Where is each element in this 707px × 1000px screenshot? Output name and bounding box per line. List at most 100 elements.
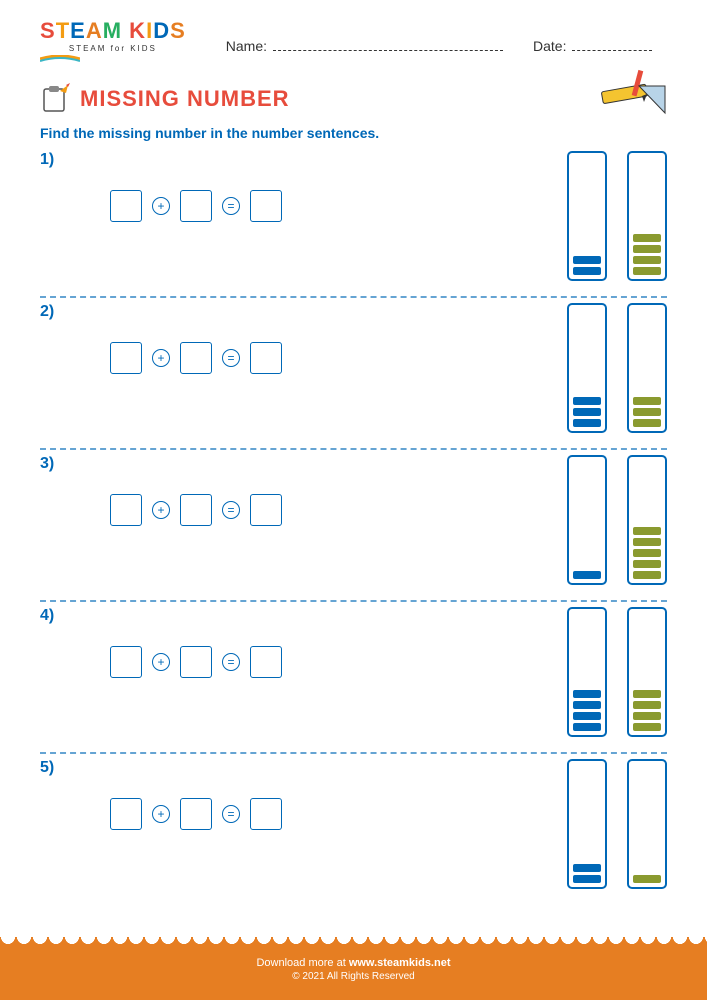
answer-box[interactable]: [250, 798, 282, 830]
worksheet-footer: Download more at www.steamkids.net © 202…: [0, 945, 707, 1000]
block-diagrams: [567, 303, 667, 433]
left-tower: [567, 151, 607, 281]
plus-operator: +: [152, 653, 170, 671]
equals-operator: =: [222, 501, 240, 519]
footer-url: www.steamkids.net: [349, 957, 451, 969]
answer-box[interactable]: [180, 494, 212, 526]
answer-box[interactable]: [250, 494, 282, 526]
block: [573, 690, 601, 698]
problem-number: 1): [40, 146, 70, 296]
answer-box[interactable]: [110, 494, 142, 526]
plus-operator: +: [152, 349, 170, 367]
block: [633, 701, 661, 709]
block: [633, 875, 661, 883]
date-label: Date:: [533, 38, 566, 54]
block: [633, 408, 661, 416]
block: [633, 245, 661, 253]
block: [633, 527, 661, 535]
block: [573, 712, 601, 720]
answer-box[interactable]: [250, 342, 282, 374]
block: [573, 408, 601, 416]
right-tower: [627, 607, 667, 737]
answer-box[interactable]: [180, 646, 212, 678]
block: [633, 538, 661, 546]
problem-row: 5)+=: [40, 754, 667, 904]
plus-operator: +: [152, 805, 170, 823]
problem-row: 4)+=: [40, 602, 667, 752]
block: [573, 267, 601, 275]
block-diagrams: [567, 151, 667, 281]
block: [573, 723, 601, 731]
title-row: MISSING NUMBER: [0, 73, 707, 120]
logo: STEAM KIDS STEAM for KIDS: [40, 20, 186, 63]
answer-box[interactable]: [250, 190, 282, 222]
answer-box[interactable]: [110, 646, 142, 678]
block: [633, 397, 661, 405]
equals-operator: =: [222, 197, 240, 215]
equals-operator: =: [222, 653, 240, 671]
equation: +=: [110, 490, 282, 530]
date-field: Date:: [533, 38, 652, 54]
name-label: Name:: [226, 38, 267, 54]
equation: +=: [110, 338, 282, 378]
right-tower: [627, 151, 667, 281]
plus-operator: +: [152, 501, 170, 519]
block: [573, 875, 601, 883]
block: [573, 701, 601, 709]
right-tower: [627, 759, 667, 889]
block: [633, 712, 661, 720]
worksheet-header: STEAM KIDS STEAM for KIDS Name: Date:: [0, 0, 707, 73]
equation: +=: [110, 186, 282, 226]
equation: +=: [110, 794, 282, 834]
plus-operator: +: [152, 197, 170, 215]
answer-box[interactable]: [250, 646, 282, 678]
block: [633, 234, 661, 242]
problem-row: 1)+=: [40, 146, 667, 296]
logo-sub: STEAM for KIDS: [40, 44, 186, 53]
answer-box[interactable]: [180, 342, 212, 374]
left-tower: [567, 607, 607, 737]
equals-operator: =: [222, 805, 240, 823]
block: [573, 864, 601, 872]
problems-container: 1)+=2)+=3)+=4)+=5)+=: [0, 146, 707, 904]
problem-number: 4): [40, 602, 70, 752]
block: [633, 560, 661, 568]
right-tower: [627, 455, 667, 585]
problem-number: 5): [40, 754, 70, 904]
left-tower: [567, 759, 607, 889]
footer-download-text: Download more at: [256, 957, 348, 969]
logo-swoosh-icon: [40, 55, 80, 63]
right-tower: [627, 303, 667, 433]
name-input-line[interactable]: [273, 50, 503, 51]
name-date-fields: Name: Date:: [226, 30, 667, 54]
problem-row: 2) +=: [40, 298, 667, 448]
instruction-text: Find the missing number in the number se…: [0, 120, 707, 146]
answer-box[interactable]: [110, 798, 142, 830]
block: [633, 690, 661, 698]
answer-box[interactable]: [180, 798, 212, 830]
answer-box[interactable]: [110, 342, 142, 374]
block: [633, 256, 661, 264]
answer-box[interactable]: [110, 190, 142, 222]
left-tower: [567, 303, 607, 433]
problem-number: 3): [40, 450, 70, 600]
block: [633, 419, 661, 427]
footer-copyright: © 2021 All Rights Reserved: [0, 971, 707, 982]
footer-download: Download more at www.steamkids.net: [0, 957, 707, 969]
equation: +=: [110, 642, 282, 682]
block: [633, 723, 661, 731]
answer-box[interactable]: [180, 190, 212, 222]
block: [633, 571, 661, 579]
problem-row: 3)+=: [40, 450, 667, 600]
worksheet-clip-icon: [40, 83, 72, 115]
block: [573, 419, 601, 427]
worksheet-title: MISSING NUMBER: [80, 86, 290, 112]
block-diagrams: [567, 455, 667, 585]
left-tower: [567, 455, 607, 585]
block: [573, 397, 601, 405]
problem-number: 2): [40, 298, 70, 448]
logo-main: STEAM KIDS: [40, 20, 186, 42]
block: [633, 549, 661, 557]
date-input-line[interactable]: [572, 50, 652, 51]
block: [573, 571, 601, 579]
